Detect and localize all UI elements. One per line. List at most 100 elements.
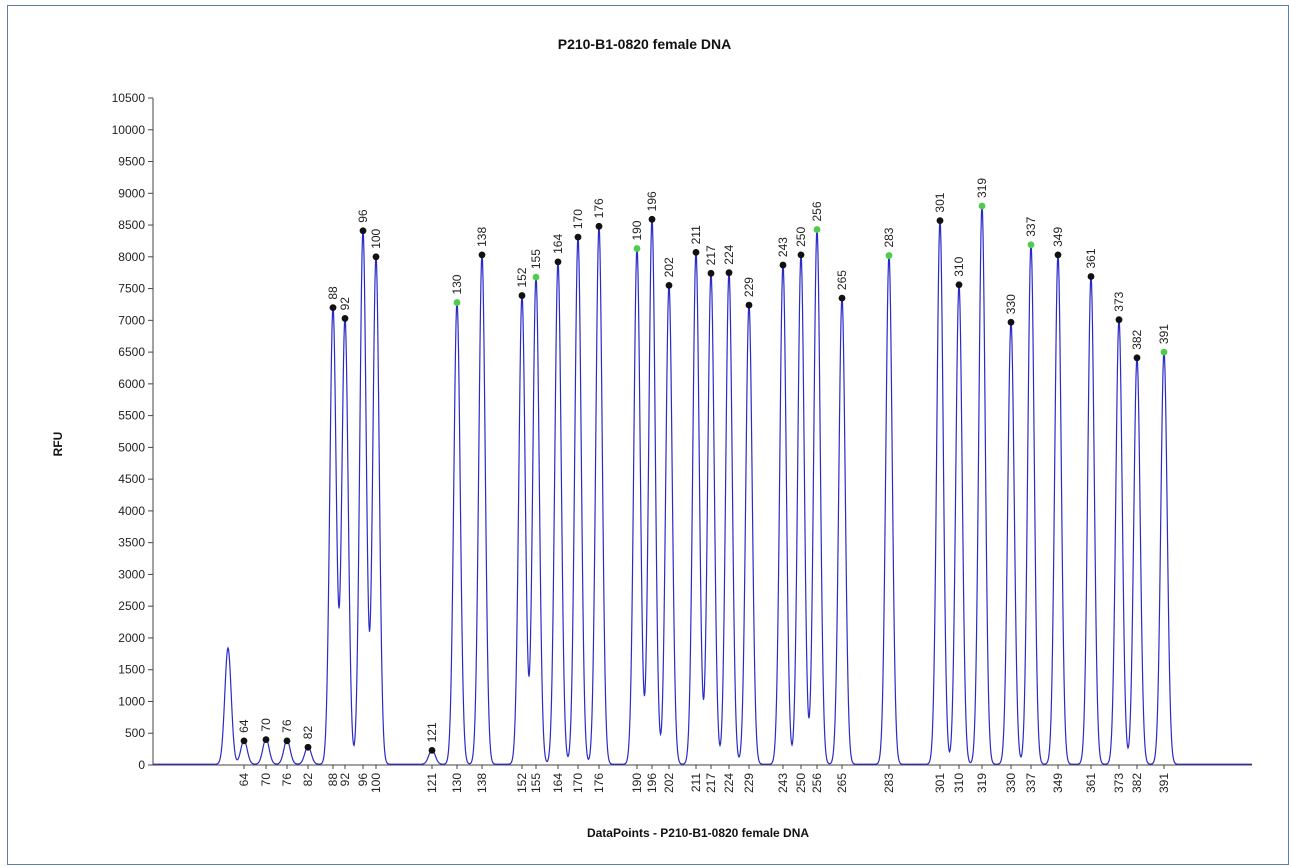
y-tick-label: 3000 — [118, 567, 145, 581]
peak-label: 229 — [742, 277, 756, 297]
x-tick-label: 349 — [1051, 773, 1065, 793]
y-tick-label: 10500 — [112, 91, 146, 105]
peak-marker — [707, 269, 715, 277]
x-tick-label: 190 — [630, 773, 644, 793]
y-tick-label: 5000 — [118, 440, 145, 454]
x-tick-label: 152 — [515, 773, 529, 793]
peak-label: 176 — [592, 198, 606, 218]
y-tick-label: 9000 — [118, 186, 145, 200]
peak-marker — [1027, 241, 1035, 249]
peak-label: 243 — [776, 237, 790, 257]
peak-label: 330 — [1004, 294, 1018, 314]
x-tick-label: 250 — [794, 773, 808, 793]
peak-marker — [478, 251, 486, 259]
peak-label: 224 — [722, 244, 736, 264]
peak-marker — [885, 252, 893, 259]
peak-label: 170 — [571, 209, 585, 229]
y-tick-label: 6000 — [118, 377, 145, 391]
peak-marker — [1054, 251, 1062, 259]
x-tick-label: 92 — [338, 773, 352, 787]
peak-marker — [595, 222, 603, 230]
peak-label: 361 — [1084, 248, 1098, 268]
peak-marker — [428, 746, 436, 754]
peak-label: 64 — [237, 719, 251, 733]
x-tick-label: 82 — [301, 773, 315, 787]
peak-marker — [978, 202, 986, 210]
y-tick-label: 500 — [125, 726, 145, 740]
x-tick-label: 224 — [722, 773, 736, 793]
x-tick-label: 202 — [662, 773, 676, 793]
peak-label: 283 — [882, 227, 896, 247]
peak-label: 155 — [529, 249, 543, 269]
peak-marker — [955, 281, 963, 289]
x-tick-label: 196 — [645, 773, 659, 793]
peak-label: 92 — [338, 297, 352, 311]
x-tick-label: 382 — [1130, 773, 1144, 793]
peak-marker — [745, 301, 753, 309]
x-axis-label: DataPoints - P210-B1-0820 female DNA — [586, 826, 810, 840]
x-tick-label: 391 — [1157, 773, 1171, 793]
peak-label: 190 — [630, 220, 644, 240]
x-tick-label: 337 — [1024, 773, 1038, 793]
y-tick-label: 8500 — [118, 218, 145, 232]
peak-marker — [532, 273, 540, 281]
peak-label: 76 — [280, 719, 294, 733]
y-tick-label: 7500 — [118, 282, 145, 296]
peak-marker — [329, 304, 337, 312]
peak-marker — [648, 215, 656, 223]
peak-label: 391 — [1157, 324, 1171, 344]
peak-marker — [1087, 273, 1095, 280]
peak-marker — [304, 743, 312, 751]
peak-label: 382 — [1130, 329, 1144, 349]
peak-marker — [359, 227, 367, 235]
peak-label: 152 — [515, 267, 529, 287]
peak-marker — [1160, 348, 1168, 356]
x-tick-label: 170 — [571, 773, 585, 793]
peak-marker — [1115, 316, 1123, 324]
signal-trace — [153, 205, 1252, 765]
x-tick-label: 70 — [259, 773, 273, 787]
peak-label: 96 — [356, 209, 370, 223]
x-tick-label: 217 — [704, 773, 718, 793]
x-tick-label: 373 — [1112, 773, 1126, 793]
peak-label: 349 — [1051, 227, 1065, 247]
x-tick-label: 265 — [835, 773, 849, 793]
y-tick-label: 1000 — [118, 694, 145, 708]
peak-marker — [665, 281, 673, 289]
peak-label: 217 — [704, 245, 718, 265]
peak-label: 211 — [689, 225, 703, 244]
peak-label: 138 — [475, 227, 489, 247]
peak-label: 373 — [1112, 291, 1126, 311]
chart-title: P210-B1-0820 female DNA — [557, 36, 732, 52]
peak-label: 88 — [326, 286, 340, 300]
peak-label: 164 — [551, 234, 565, 254]
peak-marker — [341, 315, 349, 322]
peak-label: 319 — [975, 178, 989, 198]
x-tick-label: 64 — [237, 773, 251, 787]
x-tick-label: 121 — [425, 773, 439, 793]
peak-marker — [838, 294, 846, 302]
y-tick-label: 0 — [138, 758, 145, 772]
y-tick-label: 4000 — [118, 504, 145, 518]
peak-label: 100 — [369, 228, 383, 248]
peak-marker — [1007, 318, 1015, 326]
y-tick-label: 3500 — [118, 536, 145, 550]
peak-label: 250 — [794, 227, 808, 247]
x-tick-label: 301 — [933, 773, 947, 793]
peak-marker — [372, 253, 380, 261]
x-tick-label: 176 — [592, 773, 606, 793]
y-tick-label: 1500 — [118, 663, 145, 677]
peak-label: 121 — [425, 722, 439, 742]
peak-label: 70 — [259, 718, 273, 732]
peak-marker — [453, 299, 461, 306]
peak-label: 82 — [301, 726, 315, 740]
peak-marker — [554, 258, 562, 266]
y-tick-label: 4500 — [118, 472, 145, 486]
x-tick-label: 155 — [529, 773, 543, 793]
x-tick-label: 283 — [882, 773, 896, 793]
y-tick-label: 10000 — [112, 123, 146, 137]
x-tick-label: 319 — [975, 773, 989, 793]
peak-marker — [779, 261, 787, 269]
x-tick-label: 138 — [475, 773, 489, 793]
